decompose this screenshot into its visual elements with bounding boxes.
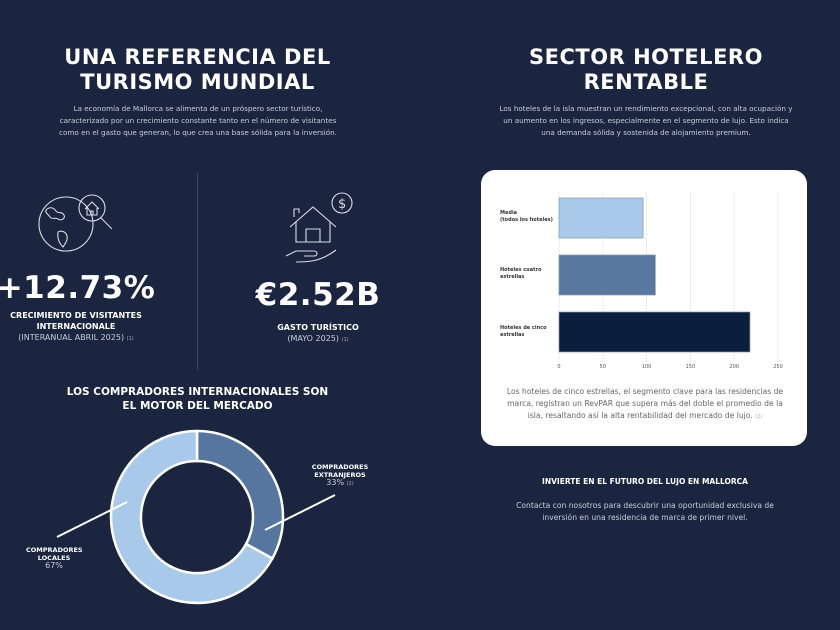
leader-line	[56, 501, 128, 538]
right-paragraph: Los hoteles de la isla muestran un rendi…	[499, 104, 793, 137]
donut-slice	[109, 429, 275, 605]
x-tick-label: 100	[641, 364, 652, 370]
period: (INTERANUAL ABRIL 2025)	[18, 333, 125, 342]
bar	[558, 197, 644, 239]
category-label: Hoteles cuatro estrellas	[500, 267, 542, 280]
title-line: TURISMO MUNDIAL	[80, 70, 315, 94]
x-tick-label: 200	[729, 364, 739, 370]
globe-house-search-icon	[38, 194, 113, 252]
left-paragraph: La economía de Mallorca se alimenta de u…	[59, 104, 337, 137]
card-text: Los hoteles de cinco estrellas, el segme…	[500, 386, 790, 423]
footnote: (1)	[341, 337, 349, 343]
category-label: Hoteles de cinco estrellas	[500, 325, 547, 338]
slice-label: COMPRADORES LOCALES	[26, 546, 83, 562]
title-line: RENTABLE	[583, 70, 709, 94]
footnote: (2)	[755, 414, 763, 420]
revpar-bar-chart	[558, 192, 779, 362]
title-line: LOS COMPRADORES INTERNACIONALES SON	[66, 386, 329, 398]
cta-title: INVIERTE EN EL FUTURO DEL LUJO EN MALLOR…	[542, 477, 748, 486]
footnote: (2)	[346, 481, 354, 487]
slice-value: 33%	[326, 478, 345, 487]
donut-slice	[195, 429, 285, 561]
donut-label-local: COMPRADORES LOCALES 67%	[14, 546, 94, 570]
x-tick-label: 50	[599, 364, 606, 370]
category-label: Media (todos los hoteles)	[500, 210, 553, 223]
tourist-spending-value: €2.52B	[255, 277, 381, 313]
visitor-growth-label: CRECIMIENTO DE VISITANTES INTERNACIONALE…	[0, 310, 156, 345]
buyers-title: LOS COMPRADORES INTERNACIONALES SON EL M…	[20, 385, 375, 413]
label-line: GASTO TURÍSTICO	[277, 323, 359, 332]
card-paragraph: Los hoteles de cinco estrellas, el segme…	[506, 387, 784, 420]
right-title: SECTOR HOTELERO RENTABLE	[468, 45, 824, 95]
bar	[558, 254, 656, 296]
slice-label: COMPRADORES EXTRANJEROS	[311, 463, 369, 479]
footnote: (1)	[126, 336, 134, 342]
donut-label-foreign: COMPRADORES EXTRANJEROS 33% (2)	[300, 463, 380, 488]
tourist-spending-label: GASTO TURÍSTICO (MAYO 2025) (1)	[238, 322, 398, 346]
label-line: INTERNACIONALE	[36, 322, 116, 331]
period: (MAYO 2025)	[287, 334, 339, 343]
house-hand-dollar-icon: $	[285, 192, 353, 263]
x-tick-label: 250	[773, 364, 783, 370]
cta-text: Contacta con nosotros para descubrir una…	[516, 501, 774, 522]
leader-line	[264, 494, 336, 531]
label-line: CRECIMIENTO DE VISITANTES	[10, 311, 142, 320]
left-title: UNA REFERENCIA DEL TURISMO MUNDIAL	[20, 45, 375, 95]
svg-text:$: $	[338, 197, 346, 212]
buyers-donut-chart	[56, 429, 336, 605]
x-tick-label: 0	[557, 364, 561, 370]
bar	[558, 311, 751, 353]
title-line: UNA REFERENCIA DEL	[64, 45, 331, 69]
title-line: SECTOR HOTELERO	[529, 45, 763, 69]
divider	[197, 172, 198, 370]
visitor-growth-value: +12.73%	[0, 270, 156, 306]
slice-value: 67%	[45, 561, 63, 570]
title-line: EL MOTOR DEL MERCADO	[122, 400, 273, 412]
revpar-card	[481, 170, 807, 446]
x-tick-label: 150	[685, 364, 696, 370]
